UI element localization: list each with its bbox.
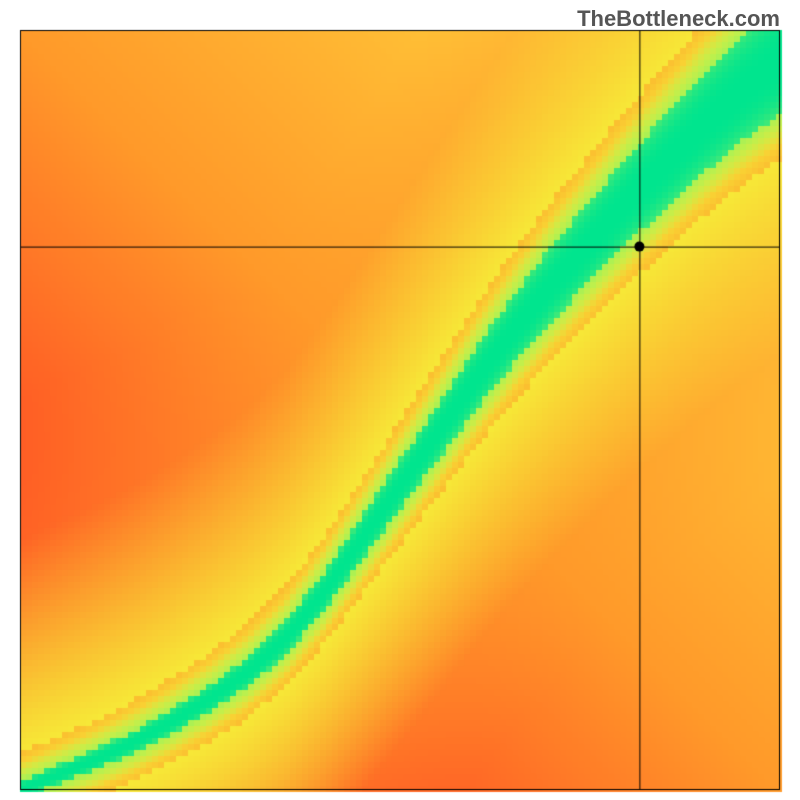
chart-container: TheBottleneck.com <box>0 0 800 800</box>
bottleneck-heatmap <box>0 0 800 800</box>
watermark-text: TheBottleneck.com <box>577 6 780 32</box>
